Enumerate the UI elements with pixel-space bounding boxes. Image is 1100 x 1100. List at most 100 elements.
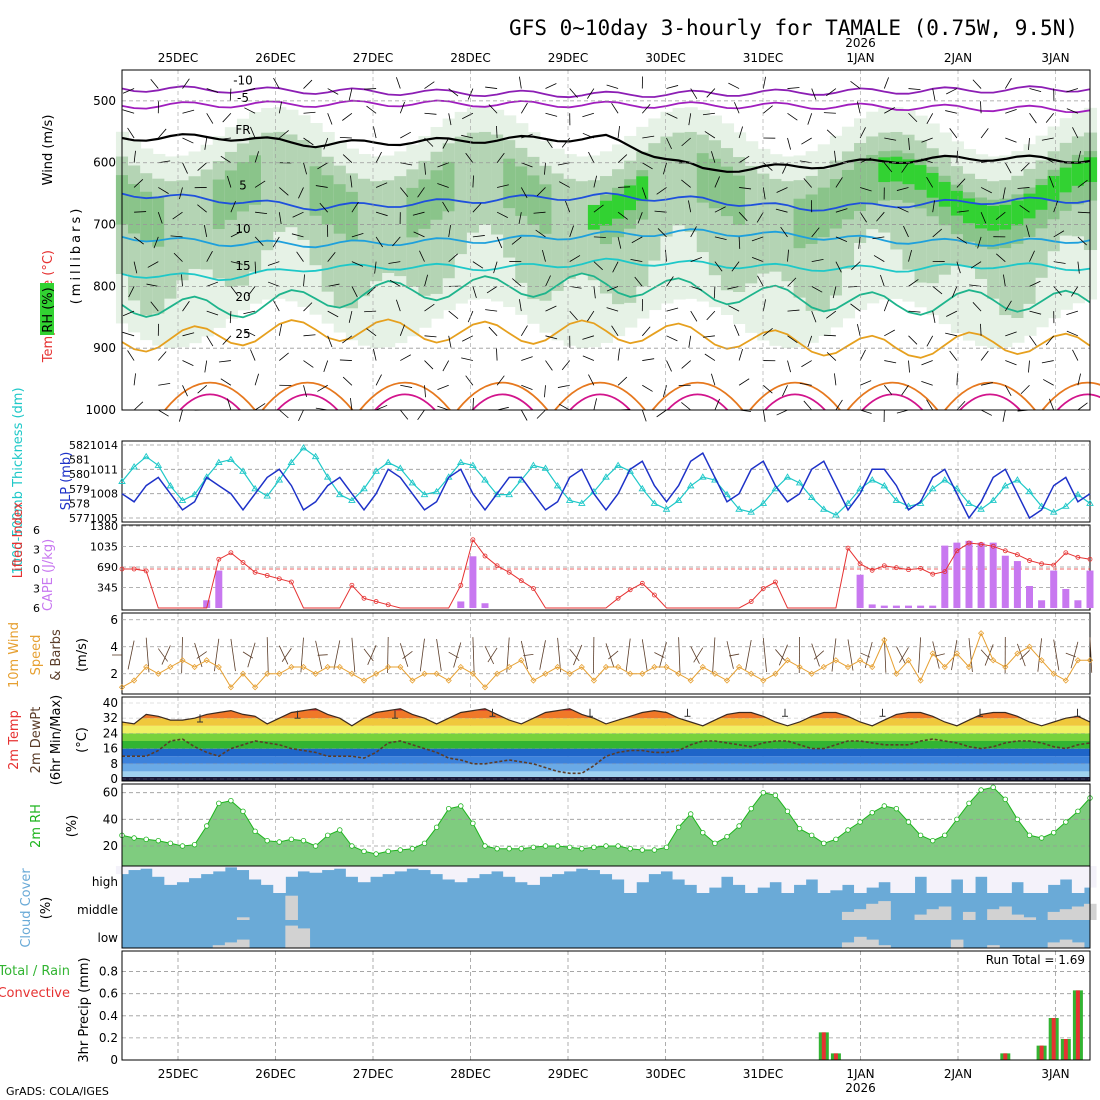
rh-shade-cell (1047, 175, 1061, 201)
wind-barb (303, 79, 313, 89)
isotherm-surface (666, 393, 729, 411)
wind-barb (496, 152, 505, 163)
wind-barb (908, 279, 919, 287)
cloud-gap (781, 866, 795, 893)
isotherm-surface (261, 381, 354, 411)
wind-barb (921, 380, 933, 386)
wind-barb (1004, 78, 1012, 89)
thickness-point (469, 461, 477, 468)
cloud-layer (1047, 942, 1061, 948)
wind-barb (327, 310, 339, 318)
wind-barb (486, 286, 498, 294)
rh-shade-cell (660, 136, 674, 237)
bottom-date-label: 26DEC (255, 1067, 295, 1081)
li-tick-label: 6 (33, 602, 40, 615)
rh-shade-cell (406, 187, 420, 238)
wind-barb (375, 374, 382, 386)
wind-barb (921, 360, 933, 366)
wind-barb (787, 360, 791, 373)
chart-title: GFS 0~10day 3-hourly for TAMALE (0.75W, … (509, 16, 1078, 40)
wind10m-point (905, 657, 912, 664)
temp-band (122, 710, 1090, 719)
rh-shade-cell (829, 179, 843, 229)
thickness-point (481, 476, 489, 483)
thickness-point (614, 461, 622, 468)
temp-zero-bar (122, 777, 1090, 781)
temp-band (122, 733, 1090, 741)
cloud-layer (878, 901, 891, 920)
wind-barb (351, 201, 359, 213)
wind-barb (811, 258, 824, 263)
cloud-gap (382, 866, 395, 875)
wind10m-point (385, 663, 392, 671)
run-total-label: Run Total = 1.69 (986, 953, 1085, 967)
wind-barb (956, 150, 958, 163)
thickness-point (807, 493, 816, 501)
wind-barb (945, 110, 957, 114)
rh2m-point (554, 843, 561, 849)
cape-bar (965, 540, 973, 608)
wind-barb (227, 398, 232, 411)
wind-barb (150, 78, 159, 89)
wind-barb (787, 277, 797, 287)
rh2m-point (954, 816, 960, 823)
wind-barb (859, 211, 867, 223)
wind-barb (1002, 409, 1006, 422)
wind-barb (688, 335, 692, 348)
wind-barb (690, 310, 698, 322)
wind-barb (582, 112, 595, 118)
wind-barb (206, 250, 213, 262)
li-point (240, 560, 246, 565)
ylabel-millibars: (millibars) (69, 206, 84, 305)
ylabel-thickness: 1000-500mb Thickness (dm) (11, 387, 26, 574)
wind-barb (873, 255, 885, 262)
rh-shade-cell (793, 198, 807, 249)
wind10m-point (893, 670, 900, 677)
wind-barb (666, 360, 672, 372)
wind-barb (714, 176, 720, 188)
wind10m-point (324, 663, 331, 671)
wind-barb (1066, 310, 1079, 315)
wind-barb (1077, 211, 1090, 214)
wind10m-point (312, 670, 319, 677)
cloud-gap (249, 866, 262, 880)
wind-barb (303, 162, 307, 175)
wind-barb (921, 158, 933, 164)
wind-barb (859, 380, 872, 386)
wind-barb (738, 378, 750, 386)
rh2m-point (518, 845, 524, 852)
wind-barb (981, 382, 993, 386)
rh2m-tick-label: 60 (103, 786, 118, 800)
thickness-point (541, 464, 550, 471)
wind-barb (1029, 335, 1037, 346)
cloud-gap (902, 866, 916, 893)
temperature-bands (122, 708, 1090, 781)
rh2m-point (772, 792, 779, 799)
wind-barb (197, 384, 207, 394)
cloud-gap (442, 866, 456, 880)
wind-barb (801, 360, 812, 368)
wind10m-barb (557, 637, 562, 673)
isotherm-surface (471, 393, 534, 411)
li-point (518, 578, 524, 584)
wind-barb (690, 256, 703, 263)
wind-barb (399, 101, 405, 114)
rh-shade-cell (357, 178, 372, 297)
cape-bar (989, 542, 997, 608)
wind10m-point (1026, 643, 1033, 650)
wind-barb (535, 229, 546, 238)
wind-barb (666, 307, 679, 312)
rh-shade-cell (285, 134, 299, 228)
rh-shade-cell (769, 178, 783, 272)
cape-bar (1026, 586, 1033, 608)
temp-band (122, 763, 1090, 772)
wind10m-point (239, 670, 247, 677)
cloud-gap (854, 866, 867, 893)
li-point (1063, 550, 1069, 556)
wind-barb (157, 128, 167, 139)
rh2m-point (603, 843, 609, 849)
wind-barb (1017, 187, 1030, 189)
rh-shade-cell (1071, 161, 1085, 186)
cloud-gap (684, 866, 698, 885)
wind-barbs (122, 76, 1090, 423)
